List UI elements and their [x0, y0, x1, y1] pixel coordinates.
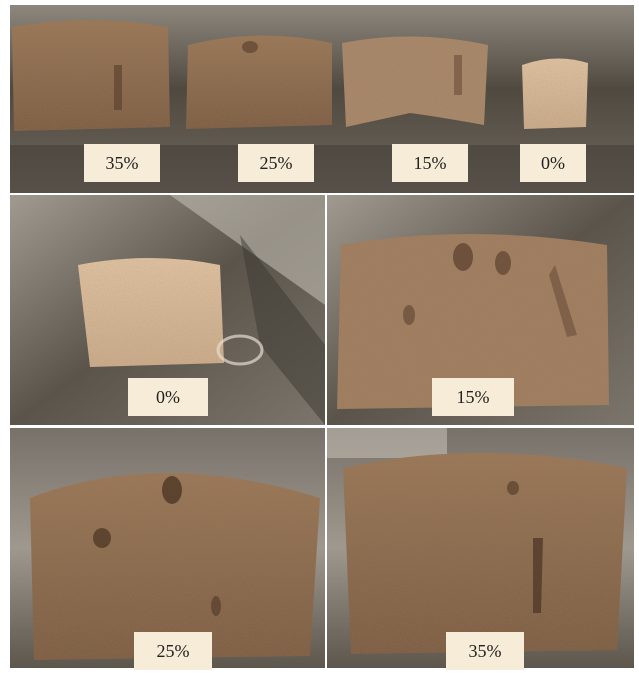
bottom-right-label: 35%	[446, 632, 524, 670]
middle-left-panel-photo	[10, 195, 325, 425]
bottom-right-panel-photo	[327, 428, 634, 668]
top-label-1: 35%	[84, 144, 160, 182]
cake-35-percent	[12, 20, 170, 131]
bottom-right-image	[327, 428, 634, 668]
top-label-3: 15%	[392, 144, 468, 182]
top-label-4: 0%	[520, 144, 586, 182]
cake-15-percent	[342, 36, 488, 127]
bottom-left-image	[10, 428, 325, 668]
cake-25-percent-closeup	[30, 473, 320, 660]
cake-0-percent	[522, 58, 588, 129]
cake-15-percent-closeup	[337, 234, 609, 409]
middle-left-image	[10, 195, 325, 425]
cake-0-percent-closeup	[78, 258, 264, 367]
bottom-left-label: 25%	[134, 632, 212, 670]
cake-35-percent-closeup	[343, 453, 627, 654]
bottom-left-panel-photo	[10, 428, 325, 668]
middle-left-label: 0%	[128, 378, 208, 416]
cake-25-percent	[186, 35, 332, 129]
top-label-2: 25%	[238, 144, 314, 182]
middle-right-label: 15%	[432, 378, 514, 416]
